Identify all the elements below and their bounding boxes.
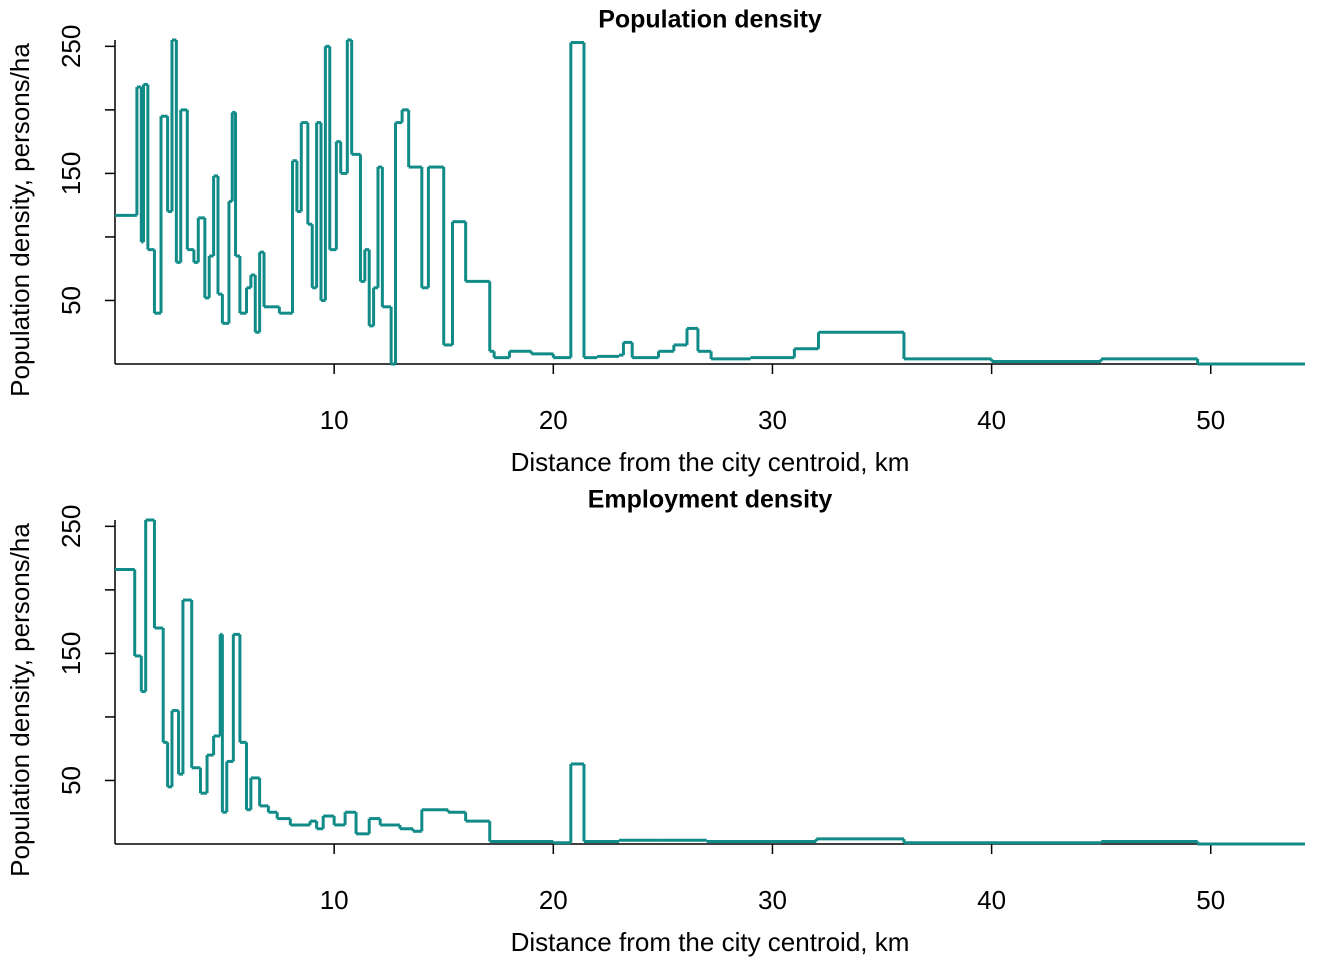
y-tick-label: 250 [56, 505, 86, 548]
x-tick-label: 50 [1196, 405, 1225, 435]
x-tick-label: 10 [320, 405, 349, 435]
x-tick-label: 40 [977, 405, 1006, 435]
x-tick-label: 30 [758, 885, 787, 915]
x-tick-label: 50 [1196, 885, 1225, 915]
x-tick-label: 40 [977, 885, 1006, 915]
y-axis-label: Population density, persons/ha [5, 43, 35, 397]
y-tick-label: 50 [56, 286, 86, 315]
x-tick-label: 10 [320, 885, 349, 915]
y-tick-label: 250 [56, 25, 86, 68]
y-tick-label: 150 [56, 152, 86, 195]
chart-title: Population density [598, 6, 822, 34]
x-axis-label: Distance from the city centroid, km [511, 447, 910, 477]
x-axis-label: Distance from the city centroid, km [511, 927, 910, 957]
x-tick-label: 20 [539, 885, 568, 915]
y-axis-label: Population density, persons/ha [5, 523, 35, 877]
y-tick-label: 150 [56, 632, 86, 675]
x-tick-label: 20 [539, 405, 568, 435]
y-tick-label: 50 [56, 766, 86, 795]
chart-title: Employment density [588, 486, 833, 514]
x-tick-label: 30 [758, 405, 787, 435]
